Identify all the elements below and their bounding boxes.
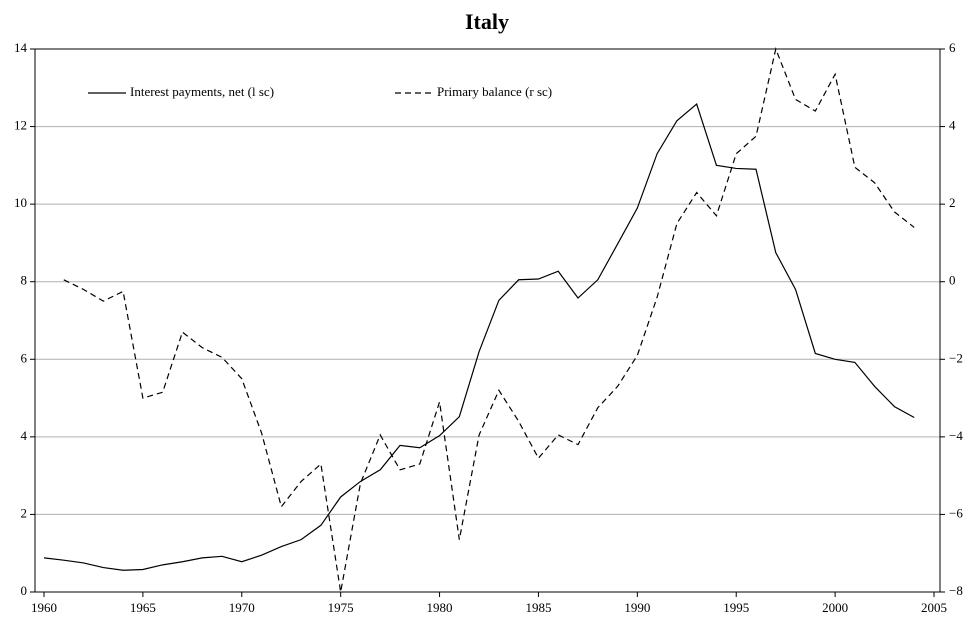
legend-label: Primary balance (r sc) bbox=[437, 84, 552, 99]
x-tick-label: 2000 bbox=[822, 600, 848, 615]
x-tick-label: 1990 bbox=[624, 600, 650, 615]
x-tick-label: 1975 bbox=[328, 600, 354, 615]
plot-frame bbox=[34, 48, 941, 593]
y2-tick-label: −6 bbox=[949, 505, 963, 520]
y-tick-label: 12 bbox=[14, 118, 27, 133]
x-tick-label: 1960 bbox=[31, 600, 57, 615]
y2-tick-label: −4 bbox=[949, 428, 963, 443]
y2-tick-label: 4 bbox=[949, 118, 956, 133]
y2-tick-label: −2 bbox=[949, 350, 963, 365]
legend-label: Interest payments, net (l sc) bbox=[130, 84, 274, 99]
y-tick-label: 2 bbox=[21, 505, 28, 520]
y-tick-label: 4 bbox=[21, 428, 28, 443]
y-tick-label: 6 bbox=[21, 350, 28, 365]
chart-title: Italy bbox=[465, 9, 509, 34]
x-tick-label: 1995 bbox=[723, 600, 749, 615]
y2-tick-label: 6 bbox=[949, 40, 956, 55]
series-line bbox=[43, 103, 915, 571]
y-tick-label: 0 bbox=[21, 583, 28, 598]
series-line bbox=[63, 46, 915, 593]
y-tick-label: 8 bbox=[21, 273, 28, 288]
y-tick-label: 14 bbox=[14, 40, 28, 55]
y-tick-label: 10 bbox=[14, 195, 27, 210]
legend: Interest payments, net (l sc) Primary ba… bbox=[88, 84, 552, 99]
x-tick-label: 1965 bbox=[130, 600, 156, 615]
y2-tick-label: 2 bbox=[949, 195, 956, 210]
x-tick-label: 1970 bbox=[229, 600, 255, 615]
x-tick-label: 2005 bbox=[921, 600, 947, 615]
y2-tick-label: −8 bbox=[949, 583, 963, 598]
x-tick-label: 1985 bbox=[525, 600, 551, 615]
y2-tick-label: 0 bbox=[949, 273, 956, 288]
x-tick-label: 1980 bbox=[427, 600, 453, 615]
